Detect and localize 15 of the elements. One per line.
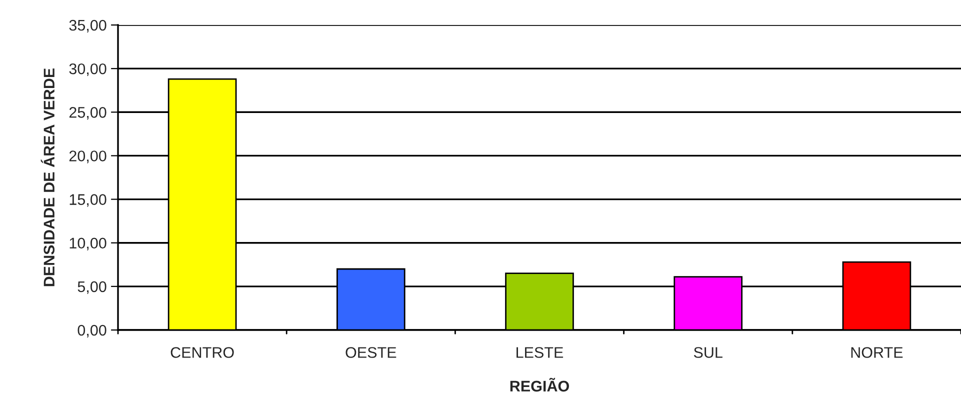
y-tick-label: 10,00 (70, 238, 106, 250)
y-tick-label: 5,00 (78, 281, 106, 294)
y-tick-label: 20,00 (69, 150, 106, 164)
y-tick-label: 30,00 (69, 63, 106, 76)
y-tick-label: 0,00 (78, 324, 106, 338)
x-tick-label: OESTE (346, 347, 396, 358)
y-tick-label: 25,00 (69, 107, 106, 120)
x-tick-label: CENTRO (170, 347, 234, 358)
y-tick-label: 15,00 (70, 194, 106, 207)
y-axis-title: DENSIDADE DE ÁREA VERDE (40, 68, 55, 286)
x-tick-label: LESTE (516, 347, 564, 358)
y-tick-label: 35,00 (69, 20, 106, 32)
x-tick-label: SUL (694, 347, 722, 358)
x-tick-label: NORTE (851, 347, 903, 358)
x-axis-title: REGIÃO (510, 378, 569, 392)
